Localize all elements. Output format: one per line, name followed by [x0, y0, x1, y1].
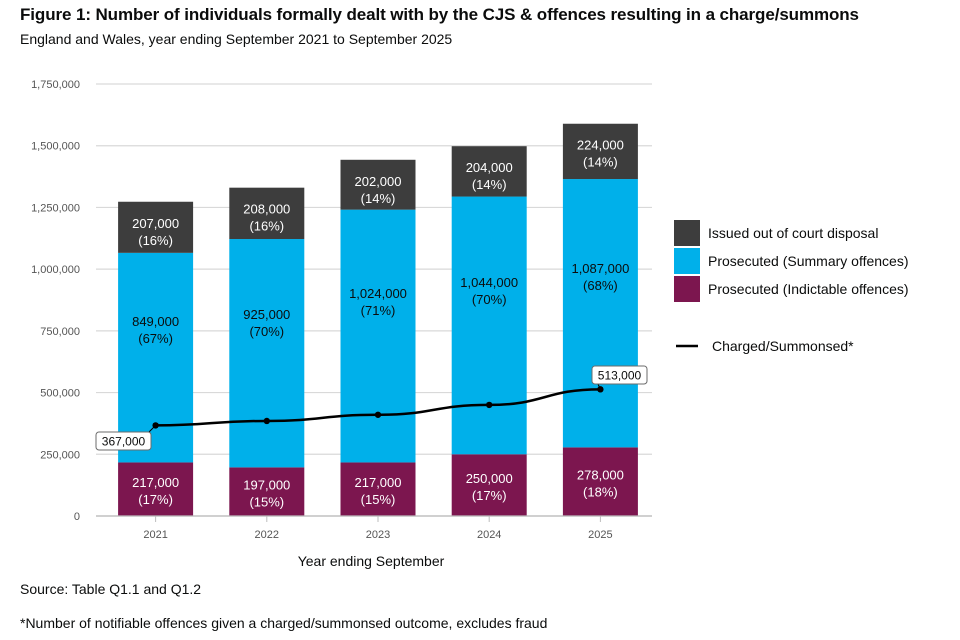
bar-value-label: 250,000 — [466, 471, 513, 486]
bar-value-label: 278,000 — [577, 468, 624, 483]
bar-segment — [229, 467, 305, 516]
bar-percent-label: (70%) — [249, 324, 284, 339]
callout-label: 513,000 — [598, 369, 642, 383]
y-tick-label: 1,000,000 — [31, 264, 80, 276]
bar-percent-label: (70%) — [472, 292, 507, 307]
bar-value-label: 204,000 — [466, 160, 513, 175]
bar-segment — [451, 454, 527, 516]
legend-label: Issued out of court disposal — [708, 225, 878, 241]
legend-swatch — [674, 248, 700, 274]
bar-segment — [229, 187, 305, 240]
y-tick-label: 0 — [74, 511, 80, 523]
bar-percent-label: (16%) — [138, 233, 173, 248]
legend-label: Prosecuted (Summary offences) — [708, 253, 909, 269]
x-tick-label: 2022 — [255, 529, 279, 541]
bar-value-label: 197,000 — [243, 478, 290, 493]
bar-value-label: 202,000 — [355, 174, 402, 189]
bar-value-label: 1,087,000 — [571, 261, 629, 276]
bar-segment — [451, 196, 527, 455]
x-axis-label: Year ending September — [298, 553, 445, 569]
x-tick-label: 2024 — [477, 529, 501, 541]
bar-value-label: 925,000 — [243, 307, 290, 322]
bar-percent-label: (67%) — [138, 331, 173, 346]
y-tick-label: 500,000 — [40, 388, 80, 400]
y-tick-label: 250,000 — [40, 449, 80, 461]
source-note: Source: Table Q1.1 and Q1.2 — [20, 581, 202, 597]
callout-box — [95, 431, 152, 451]
y-axis: 0 250,000 500,000 750,000 1,000,000 1,250,000… — [31, 79, 80, 523]
line-point — [263, 417, 270, 425]
x-tick-label: 2023 — [366, 529, 390, 541]
legend-label: Charged/Summonsed* — [712, 338, 854, 354]
y-tick-label: 1,750,000 — [31, 79, 80, 91]
bar-percent-label: (71%) — [361, 303, 396, 318]
bar-percent-label: (68%) — [583, 278, 618, 293]
bar-percent-label: (14%) — [472, 177, 507, 192]
bar-percent-label: (15%) — [361, 492, 396, 507]
footnote: *Number of notifiable offences given a c… — [20, 615, 548, 631]
bar-segment — [229, 239, 305, 468]
bar-value-label: 207,000 — [132, 216, 179, 231]
y-tick-label: 1,250,000 — [31, 202, 80, 214]
y-tick-label: 750,000 — [40, 326, 80, 338]
x-tick-label: 2025 — [588, 529, 612, 541]
line-point — [374, 411, 382, 418]
bar-value-label: 1,044,000 — [460, 275, 518, 290]
bar-segment — [340, 159, 416, 210]
bar-segment — [340, 209, 416, 463]
bar-segment — [451, 146, 527, 197]
x-axis: 2021 2022 2023 2024 2025 — [96, 515, 652, 541]
bar-value-label: 1,024,000 — [349, 286, 407, 301]
bar-percent-label: (14%) — [361, 191, 396, 206]
legend-swatch — [674, 276, 700, 302]
callout-connector — [597, 383, 601, 390]
line-point — [486, 401, 493, 409]
bar-segment — [118, 201, 194, 253]
chart-subtitle: England and Wales, year ending September… — [20, 31, 453, 47]
bars: 217,000 (17%) 849,000 (67%) 207,000 (16%) 197,… — [118, 123, 638, 516]
legend: Issued out of court disposal Prosecuted (… — [674, 220, 909, 354]
bar-percent-label: (17%) — [472, 488, 507, 503]
bar-segment — [340, 462, 416, 516]
bar-percent-label: (14%) — [583, 155, 618, 170]
bar-value-label: 217,000 — [355, 475, 402, 490]
charged-summonsed-line: 367,000 513,000 — [95, 365, 648, 451]
callout-label: 367,000 — [102, 435, 146, 449]
bar-segment — [118, 252, 194, 463]
chart-title: Figure 1: Number of individuals formally… — [20, 5, 859, 24]
bar-percent-label: (16%) — [249, 219, 284, 234]
legend-label: Prosecuted (Indictable offences) — [708, 281, 909, 297]
callout-connector — [148, 425, 156, 433]
bar-value-label: 208,000 — [243, 202, 290, 217]
x-tick-label: 2021 — [143, 529, 167, 541]
bar-segment — [118, 462, 194, 516]
bar-value-label: 224,000 — [577, 138, 624, 153]
bar-segment — [562, 123, 638, 180]
bar-segment — [562, 179, 638, 448]
bar-segment — [562, 447, 638, 516]
bar-percent-label: (15%) — [249, 495, 284, 510]
legend-swatch — [674, 220, 700, 246]
bar-value-label: 217,000 — [132, 475, 179, 490]
callout-box — [591, 365, 648, 385]
bar-percent-label: (18%) — [583, 485, 618, 500]
bar-value-label: 849,000 — [132, 314, 179, 329]
y-tick-label: 1,500,000 — [31, 141, 80, 153]
bar-percent-label: (17%) — [138, 492, 173, 507]
